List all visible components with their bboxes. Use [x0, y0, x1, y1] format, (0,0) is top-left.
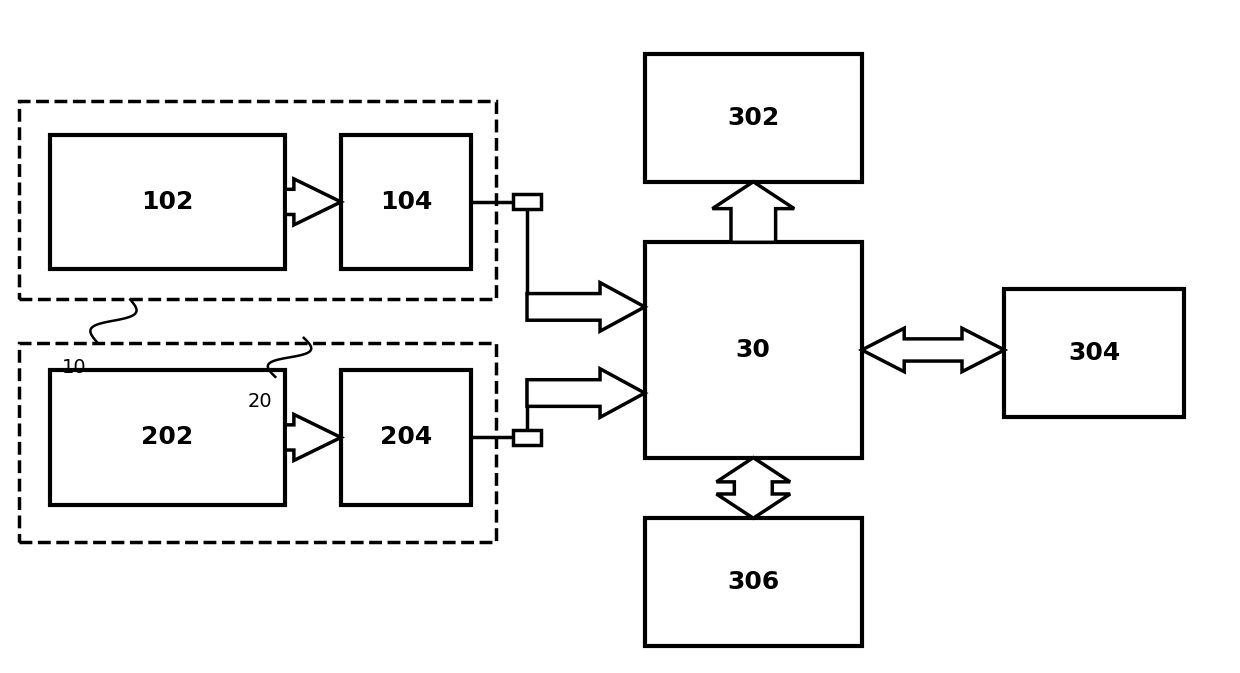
Bar — [341, 135, 471, 269]
Bar — [50, 370, 285, 505]
Polygon shape — [285, 179, 341, 225]
Bar — [513, 194, 541, 209]
Bar — [1004, 289, 1184, 417]
Text: 30: 30 — [735, 338, 771, 362]
Text: 10: 10 — [62, 358, 87, 377]
Polygon shape — [862, 328, 1004, 371]
Bar — [50, 135, 285, 269]
Text: 304: 304 — [1068, 341, 1121, 365]
Bar — [645, 518, 862, 646]
Bar — [645, 242, 862, 458]
Bar — [19, 101, 496, 299]
Polygon shape — [527, 369, 645, 417]
Bar — [645, 54, 862, 182]
Polygon shape — [527, 283, 645, 331]
Text: 202: 202 — [141, 425, 193, 450]
Text: 306: 306 — [727, 570, 780, 594]
Text: 302: 302 — [727, 106, 780, 130]
Text: 102: 102 — [141, 190, 193, 214]
Bar — [513, 430, 541, 445]
Text: 20: 20 — [248, 392, 273, 411]
Polygon shape — [285, 415, 341, 460]
Bar — [19, 343, 496, 542]
Polygon shape — [717, 458, 790, 518]
Text: 104: 104 — [379, 190, 433, 214]
Text: 204: 204 — [379, 425, 433, 450]
Polygon shape — [712, 182, 795, 242]
Bar — [341, 370, 471, 505]
